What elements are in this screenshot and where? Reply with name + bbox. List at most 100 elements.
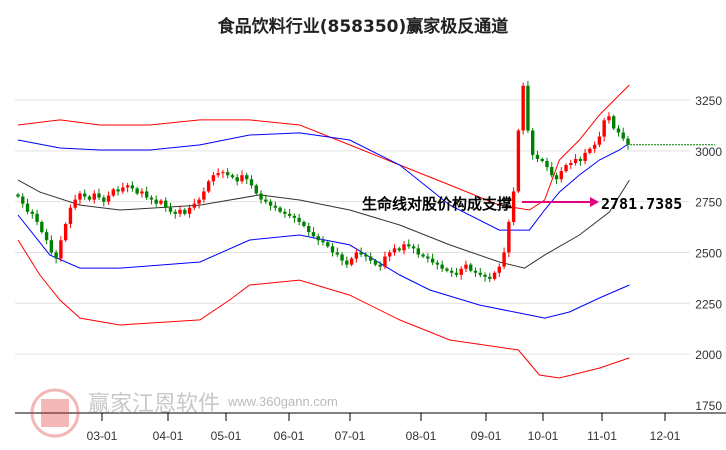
candle-body: [278, 207, 282, 212]
candle-body: [125, 185, 130, 188]
annotation-value: 2781.7385: [601, 195, 682, 213]
candle-body: [311, 232, 316, 237]
annotation-arrow-head: [590, 197, 599, 207]
candle-body: [469, 264, 473, 271]
candle-body: [211, 175, 216, 182]
candle-body: [273, 205, 278, 208]
annotation-text: 生命线对股价构成支撑: [362, 195, 512, 213]
candle-body: [359, 252, 363, 255]
candle-body: [397, 248, 401, 251]
candle-body: [73, 199, 77, 208]
y-tick-label: 2000: [695, 348, 722, 362]
candle-body: [430, 258, 435, 263]
candle-body: [616, 128, 621, 133]
candle-body: [16, 194, 20, 197]
x-tick-label: 08-01: [406, 429, 437, 443]
candle-body: [78, 193, 82, 200]
y-tick-label: 3000: [695, 145, 722, 159]
candle-body: [368, 256, 373, 261]
candle-body: [221, 172, 225, 174]
candle-body: [516, 130, 521, 192]
candle-body: [230, 175, 235, 178]
candle-body: [316, 236, 320, 241]
x-tick-label: 10-01: [528, 429, 559, 443]
candle-body: [92, 193, 96, 200]
candle-body: [550, 167, 554, 176]
candle-body: [321, 240, 325, 243]
y-tick-label: 1750: [695, 399, 722, 413]
candle-body: [111, 189, 116, 196]
candle-body: [264, 199, 268, 202]
candle-body: [135, 188, 139, 194]
candle-body: [144, 191, 149, 198]
candle-body: [559, 171, 563, 180]
candle-body: [192, 203, 197, 208]
candle-body: [435, 262, 440, 265]
candle-body: [349, 258, 354, 265]
x-tick-label: 03-01: [87, 429, 118, 443]
candle-body: [164, 200, 168, 208]
candle-body: [154, 199, 158, 204]
candle-body: [445, 268, 449, 271]
band-middle: [17, 179, 630, 269]
candle-body: [459, 268, 463, 275]
candle-body: [597, 136, 602, 145]
candle-body: [149, 197, 154, 200]
candle-body: [378, 264, 382, 267]
candle-body: [426, 256, 430, 259]
candle-body: [507, 221, 511, 253]
candle-body: [44, 232, 49, 241]
candle-body: [21, 196, 25, 204]
band-upper-inner: [17, 132, 630, 231]
candle-body: [373, 260, 378, 265]
candle-body: [63, 223, 68, 241]
candle-body: [292, 215, 297, 218]
y-tick-label: 3250: [695, 94, 722, 108]
candle-body: [464, 264, 468, 269]
x-tick-label: 12-01: [650, 429, 681, 443]
watermark-name: 赢家江恩软件: [88, 392, 221, 417]
candle-body: [297, 217, 301, 222]
candle-body: [206, 181, 211, 192]
x-tick-label: 11-01: [587, 429, 617, 443]
candle-body: [254, 185, 258, 194]
candle-body: [583, 152, 587, 161]
candle-body: [540, 158, 544, 161]
candle-body: [40, 221, 44, 233]
candle-body: [240, 175, 244, 182]
candle-body: [388, 252, 392, 257]
candle-body: [178, 209, 182, 214]
candle-body: [249, 179, 254, 186]
candle-body: [511, 191, 516, 222]
candle-body: [354, 252, 359, 259]
candle-body: [440, 264, 444, 269]
candle-body: [573, 158, 578, 164]
candle-body: [416, 248, 421, 255]
candle-body: [97, 193, 101, 198]
candle-body: [454, 272, 459, 275]
candle-body: [87, 196, 92, 200]
x-tick-label: 06-01: [274, 429, 305, 443]
candle-body: [488, 276, 492, 279]
candle-body: [392, 248, 397, 253]
candle-body: [473, 270, 478, 273]
candle-body: [330, 246, 335, 253]
candle-body: [592, 144, 597, 149]
candle-body: [187, 207, 192, 214]
candle-body: [245, 175, 249, 180]
candle-body: [621, 132, 625, 139]
candle-body: [30, 211, 34, 214]
y-tick-label: 2250: [695, 297, 722, 311]
x-tick-label: 09-01: [471, 429, 502, 443]
candle-body: [364, 254, 368, 257]
candle-body: [449, 270, 454, 273]
candle-body: [130, 185, 135, 189]
candle-body: [521, 85, 525, 131]
candle-body: [478, 272, 482, 275]
band-upper-outer: [17, 84, 630, 211]
candle-body: [268, 201, 273, 206]
candle-body: [411, 246, 416, 249]
candle-body: [225, 172, 230, 176]
candle-body: [607, 116, 611, 121]
candle-body: [492, 272, 497, 279]
